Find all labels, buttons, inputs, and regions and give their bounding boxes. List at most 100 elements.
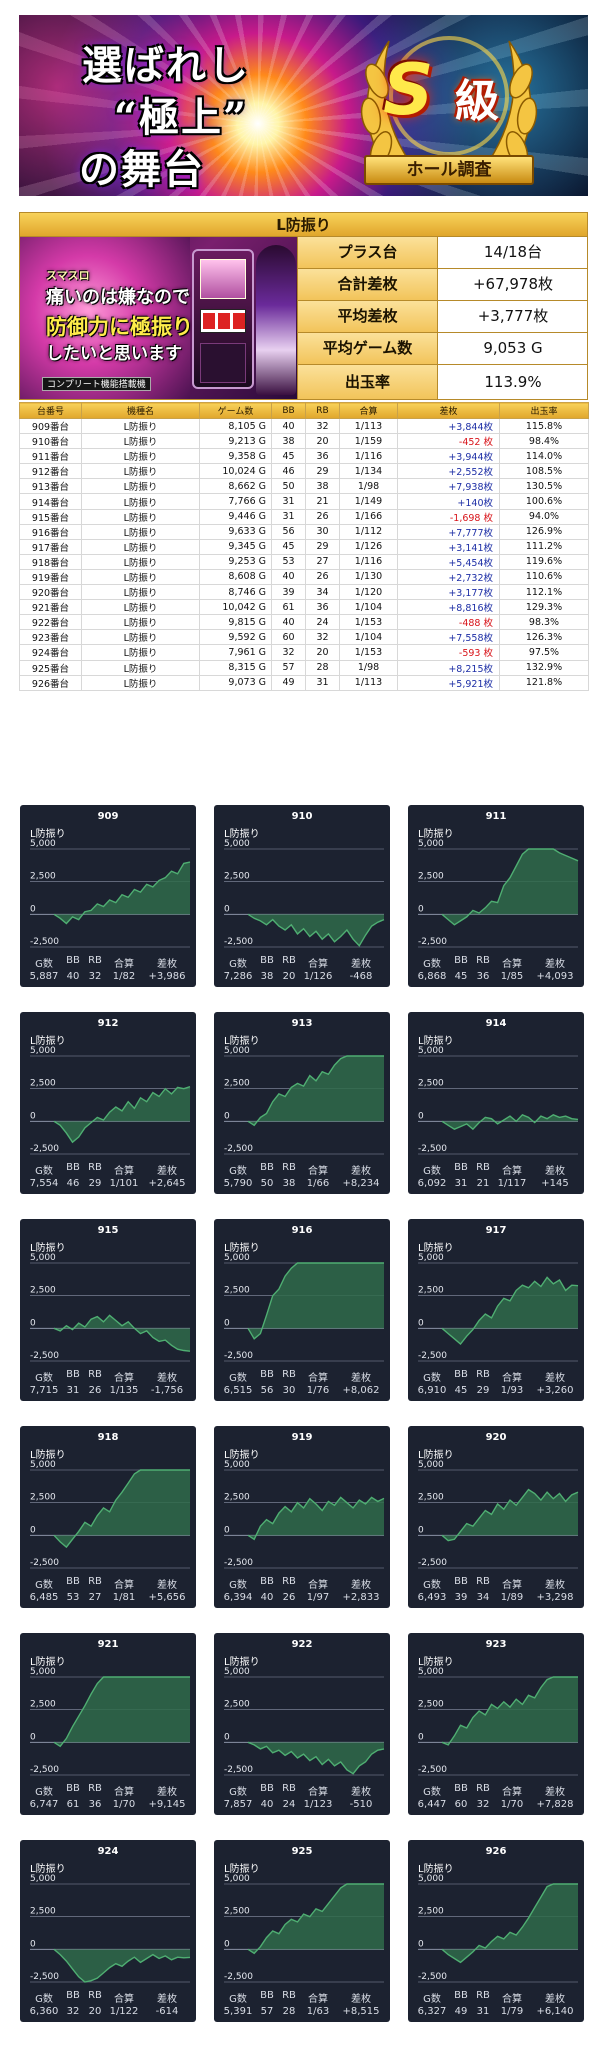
footer-value: 26 [282,1592,296,1603]
footer-value: +8,062 [342,1385,380,1396]
machine-name-cell: L防振り [81,463,200,480]
bb-cell: 50 [271,478,306,495]
table-row: 909番台 L防振り 8,105 G 40 32 1/113 +3,844枚 115.8% [19,417,589,435]
rb-cell: 28 [305,659,340,676]
series-line [441,1676,578,1746]
footer-value: 30 [282,1385,296,1396]
unit-number-cell: 914番台 [19,493,82,510]
col-header: BB [271,402,306,419]
grade-badge: S 級 [377,49,527,135]
footer-value: 1/66 [306,1178,330,1189]
stat-value: +67,978枚 [439,269,587,300]
y-tick-label: -2,500 [224,1972,253,1982]
series-area [442,1277,578,1344]
graph-card: 909 L防振り 5,000 2,500 0 -2,500 G数 BB RB 合算 差枚 5,887 4… [20,805,196,987]
graph-plot: 5,000 2,500 0 -2,500 [30,1046,191,1155]
footer-header: RB [282,955,296,966]
table-row: 920番台 L防振り 8,746 G 39 34 1/120 +3,177枚 112.1% [19,584,589,601]
rb-cell: 31 [305,674,340,691]
footer-header: G数 [229,1166,247,1177]
graph-card: 922 L防振り 5,000 2,500 0 -2,500 G数 BB RB 合算 差枚 7,857 4… [214,1633,390,1815]
stat-plus-machines: プラス台 14/18台 [297,237,587,269]
footer-value: 32 [476,1799,490,1810]
y-tick-label: 2,500 [224,1286,250,1296]
footer-value: 6,447 [417,1799,447,1810]
machine-name-cell: L防振り [81,644,200,661]
machine-name-cell: L防振り [81,584,200,601]
series-area [54,1677,190,1747]
rb-cell: 20 [305,433,340,450]
graph-plot: 5,000 2,500 0 -2,500 [224,1046,384,1155]
graph-title: 926 [485,1846,507,1857]
graph-subtitle: L防振り [30,1243,66,1254]
series-line [247,1883,384,1955]
y-tick-label: -2,500 [418,1765,447,1775]
footer-header: 差枚 [157,1373,177,1384]
stat-label: 平均ゲーム数 [297,333,438,364]
y-tick-label: 2,500 [418,1079,444,1089]
footer-header: BB [260,1783,274,1794]
footer-value: 6,515 [223,1385,253,1396]
graph-subtitle: L防振り [224,1450,260,1461]
graph-title: 914 [485,1018,507,1029]
graph-card: 911 L防振り 5,000 2,500 0 -2,500 G数 BB RB 合算 差枚 6,868 4… [408,805,584,987]
unit-number-cell: 922番台 [19,614,82,631]
series-line [441,848,579,926]
table-row: 912番台 L防振り 10,024 G 46 29 1/134 +2,552枚 108.5% [19,463,589,480]
graph-title: 919 [291,1432,313,1443]
graph-card: 923 L防振り 5,000 2,500 0 -2,500 G数 BB RB 合算 差枚 6,447 6… [408,1633,584,1815]
unit-number-cell: 916番台 [19,523,82,540]
unit-number-cell: 925番台 [19,659,82,676]
y-tick-label: 5,000 [418,1460,444,1470]
footer-value: 20 [282,971,296,982]
y-tick-label: 0 [30,1111,36,1121]
games-cell: 8,662 G [199,478,272,495]
footer-value: -510 [349,1799,373,1810]
footer-value: 24 [282,1799,296,1810]
col-header: RB [305,402,340,419]
footer-value: 1/82 [112,971,136,982]
series-line [441,1113,579,1131]
footer-header: G数 [35,1994,53,2005]
y-tick-label: -2,500 [224,1144,253,1154]
footer-header: BB [66,1990,80,2001]
footer-value: 31 [66,1385,80,1396]
footer-value: 38 [260,971,274,982]
footer-header: 合算 [114,1787,134,1798]
y-tick-label: 5,000 [30,1253,56,1263]
y-tick-label: 2,500 [30,1493,56,1503]
table-row: 914番台 L防振り 7,766 G 31 21 1/149 +140枚 100.6% [19,493,589,510]
payout-rate-cell: 126.9% [499,523,589,540]
series-line [53,861,191,925]
footer-header: RB [282,1990,296,2001]
footer-value: 5,790 [223,1178,253,1189]
graph-plot: 5,000 2,500 0 -2,500 [30,1253,191,1362]
machine-name-cell: L防振り [81,538,200,555]
banner-headline-line1: 選ばれし [82,42,250,89]
graph-card: 924 L防振り 5,000 2,500 0 -2,500 G数 BB RB 合算 差枚 6,360 3… [20,1840,196,2022]
y-tick-label: 5,000 [418,1046,444,1056]
y-tick-label: 0 [30,904,36,914]
graph-subtitle: L防振り [418,1036,454,1047]
bb-cell: 49 [271,674,306,691]
diff-cell: +5,921枚 [397,674,500,691]
payout-rate-cell: 112.1% [499,584,589,601]
y-tick-label: 5,000 [224,839,250,849]
graph-title: 922 [291,1639,313,1650]
stat-label: 合計差枚 [297,269,438,300]
unit-number-cell: 911番台 [19,448,82,465]
series-area [442,1677,578,1745]
footer-value: +8,234 [342,1178,380,1189]
slot-base [200,343,246,383]
footer-header: RB [476,1576,490,1587]
table-row: 923番台 L防振り 9,592 G 60 32 1/104 +7,558枚 126.3% [19,629,589,646]
footer-header: 合算 [502,1166,522,1177]
footer-header: BB [260,1369,274,1380]
graph-card: 910 L防振り 5,000 2,500 0 -2,500 G数 BB RB 合算 差枚 7,286 3… [214,805,390,987]
footer-header: 差枚 [157,1787,177,1798]
footer-value: 5,887 [29,971,59,982]
footer-header: BB [454,1369,468,1380]
machine-name-cell: L防振り [81,568,200,586]
y-tick-label: 2,500 [224,1079,250,1089]
graph-card: 916 L防振り 5,000 2,500 0 -2,500 G数 BB RB 合算 差枚 6,515 5… [214,1219,390,1401]
